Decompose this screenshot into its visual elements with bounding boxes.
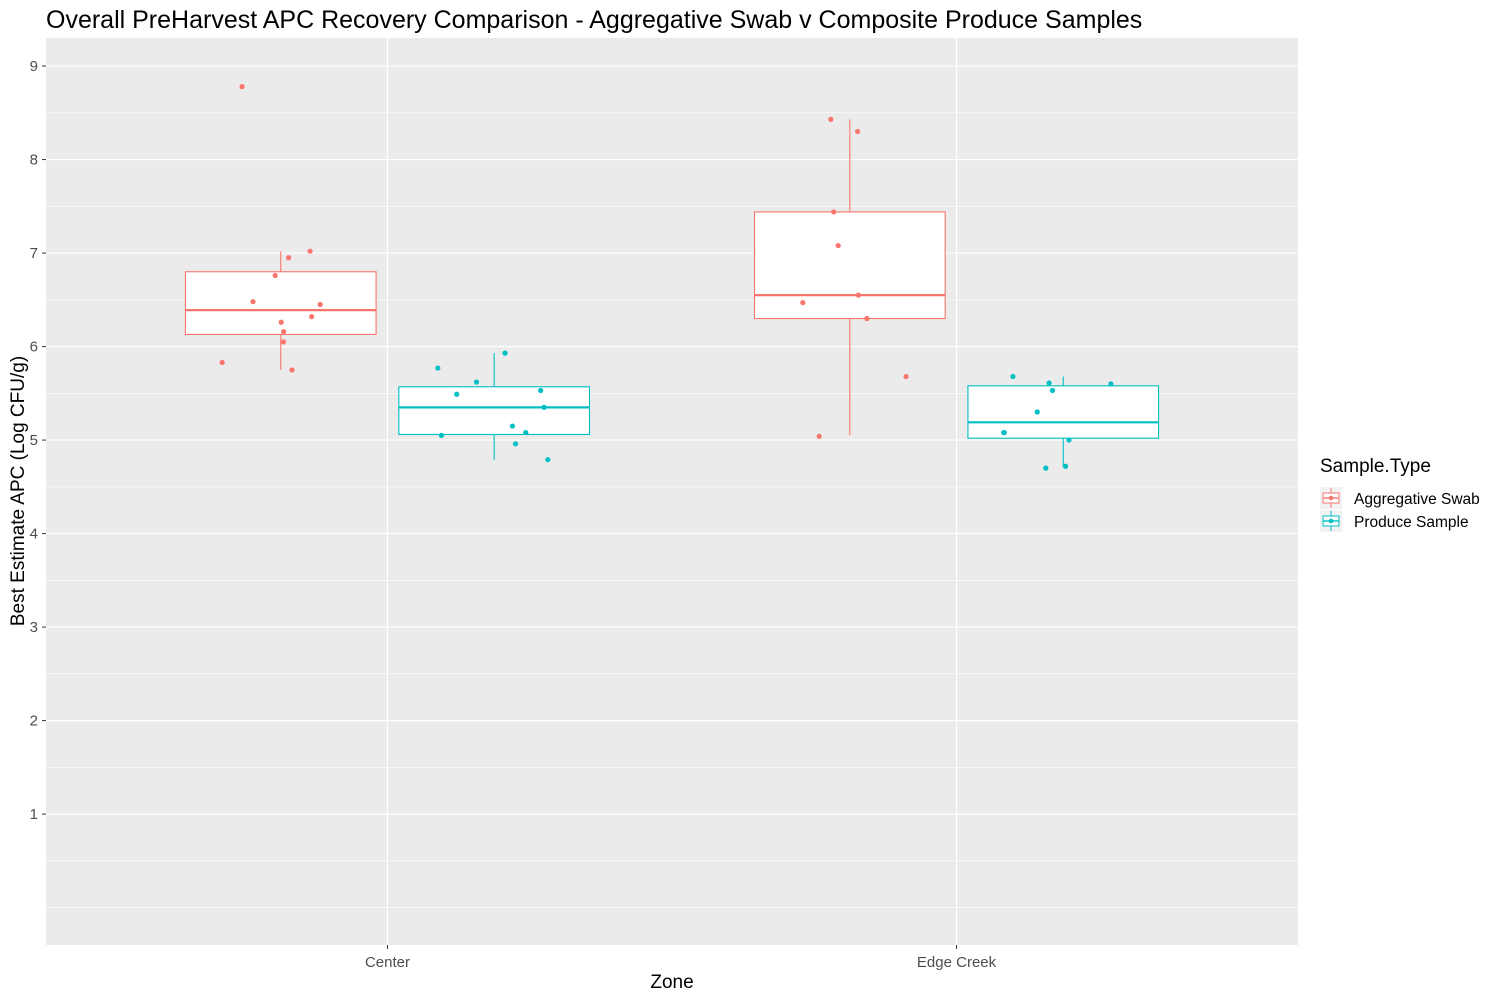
data-point — [289, 367, 295, 373]
data-point — [1043, 465, 1049, 471]
data-point — [541, 404, 547, 410]
data-point — [502, 350, 508, 356]
data-point — [219, 359, 225, 366]
data-point — [435, 365, 441, 371]
box — [398, 386, 591, 436]
y-tick-label: 3 — [30, 619, 38, 636]
x-tick-label: Center — [365, 954, 410, 971]
data-point — [903, 373, 909, 380]
y-tick-label: 1 — [30, 806, 38, 823]
data-point — [864, 315, 870, 322]
legend-label: Produce Sample — [1354, 514, 1469, 531]
data-point — [278, 319, 284, 325]
data-point — [545, 457, 551, 463]
chart-title: Overall PreHarvest APC Recovery Comparis… — [46, 6, 1142, 34]
y-tick-label: 8 — [30, 152, 38, 169]
data-point — [1049, 387, 1056, 394]
data-point — [1062, 463, 1069, 469]
data-point — [239, 84, 245, 90]
data-point — [286, 255, 292, 261]
legend-item-aggregative-swab: Aggregative Swab — [1320, 487, 1480, 509]
data-point — [512, 441, 519, 447]
grid-lines — [46, 38, 1298, 945]
data-point — [1108, 381, 1114, 387]
data-point — [816, 433, 822, 439]
box — [184, 271, 377, 335]
data-point — [1001, 429, 1007, 436]
data-point — [307, 248, 313, 254]
boxplot-aggregative-swab-center — [184, 84, 377, 373]
y-tick-label: 6 — [30, 339, 38, 356]
data-point — [835, 242, 841, 249]
data-point — [317, 301, 323, 308]
data-point — [1046, 380, 1052, 386]
y-tick-label: 4 — [30, 526, 38, 543]
data-point — [509, 423, 516, 429]
data-point — [272, 272, 278, 279]
data-point — [250, 299, 256, 305]
y-tick-label: 9 — [30, 58, 38, 75]
data-point — [281, 329, 287, 335]
data-point — [438, 432, 444, 438]
legend-item-produce-sample: Produce Sample — [1320, 510, 1469, 532]
data-point — [309, 314, 315, 320]
plot-panel — [46, 38, 1298, 945]
boxplot-aggregative-swab-edge-creek — [753, 116, 946, 439]
legend: Sample.Type Aggregative Swab Produce Samp… — [1320, 456, 1480, 532]
y-axis-title: Best Estimate APC (Log CFU/g) — [8, 356, 29, 626]
data-point — [831, 209, 837, 215]
data-point — [800, 300, 806, 306]
box — [967, 385, 1160, 439]
data-point — [855, 292, 862, 298]
legend-title: Sample.Type — [1320, 456, 1431, 477]
box — [753, 211, 946, 320]
legend-key-point — [1328, 518, 1334, 524]
x-tick-label: Edge Creek — [917, 954, 997, 971]
data-point — [538, 387, 544, 394]
legend-key-point — [1328, 495, 1334, 501]
x-axis-title: Zone — [650, 972, 693, 993]
data-point — [473, 379, 480, 385]
data-point — [1010, 373, 1016, 380]
boxplot-produce-sample-edge-creek — [967, 373, 1160, 471]
data-point — [1066, 437, 1072, 443]
data-point — [828, 116, 834, 122]
data-point — [454, 391, 460, 397]
data-point — [523, 429, 529, 436]
axes: 1 2 3 4 5 6 7 8 9 Center Edge Creek — [30, 58, 997, 971]
data-point — [280, 339, 287, 345]
data-point — [1034, 409, 1040, 415]
y-tick-label: 2 — [30, 713, 38, 730]
data-point — [855, 128, 861, 135]
boxplot-produce-sample-center — [398, 350, 591, 463]
legend-label: Aggregative Swab — [1354, 491, 1480, 508]
y-tick-label: 5 — [30, 432, 38, 449]
y-tick-label: 7 — [30, 245, 38, 262]
plot-marks — [184, 84, 1160, 471]
